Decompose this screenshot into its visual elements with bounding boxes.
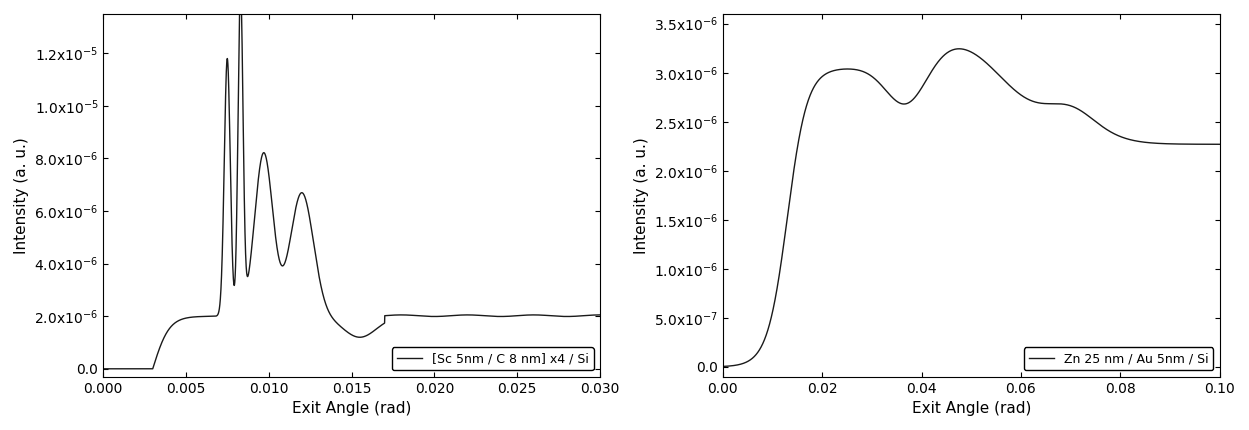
Y-axis label: Intensity (a. u.): Intensity (a. u.) <box>633 137 648 254</box>
Y-axis label: Intensity (a. u.): Intensity (a. u.) <box>14 137 29 254</box>
Legend: Zn 25 nm / Au 5nm / Si: Zn 25 nm / Au 5nm / Si <box>1024 347 1214 370</box>
X-axis label: Exit Angle (rad): Exit Angle (rad) <box>912 401 1030 416</box>
X-axis label: Exit Angle (rad): Exit Angle (rad) <box>292 401 411 416</box>
Legend: [Sc 5nm / C 8 nm] x4 / Si: [Sc 5nm / C 8 nm] x4 / Si <box>392 347 593 370</box>
